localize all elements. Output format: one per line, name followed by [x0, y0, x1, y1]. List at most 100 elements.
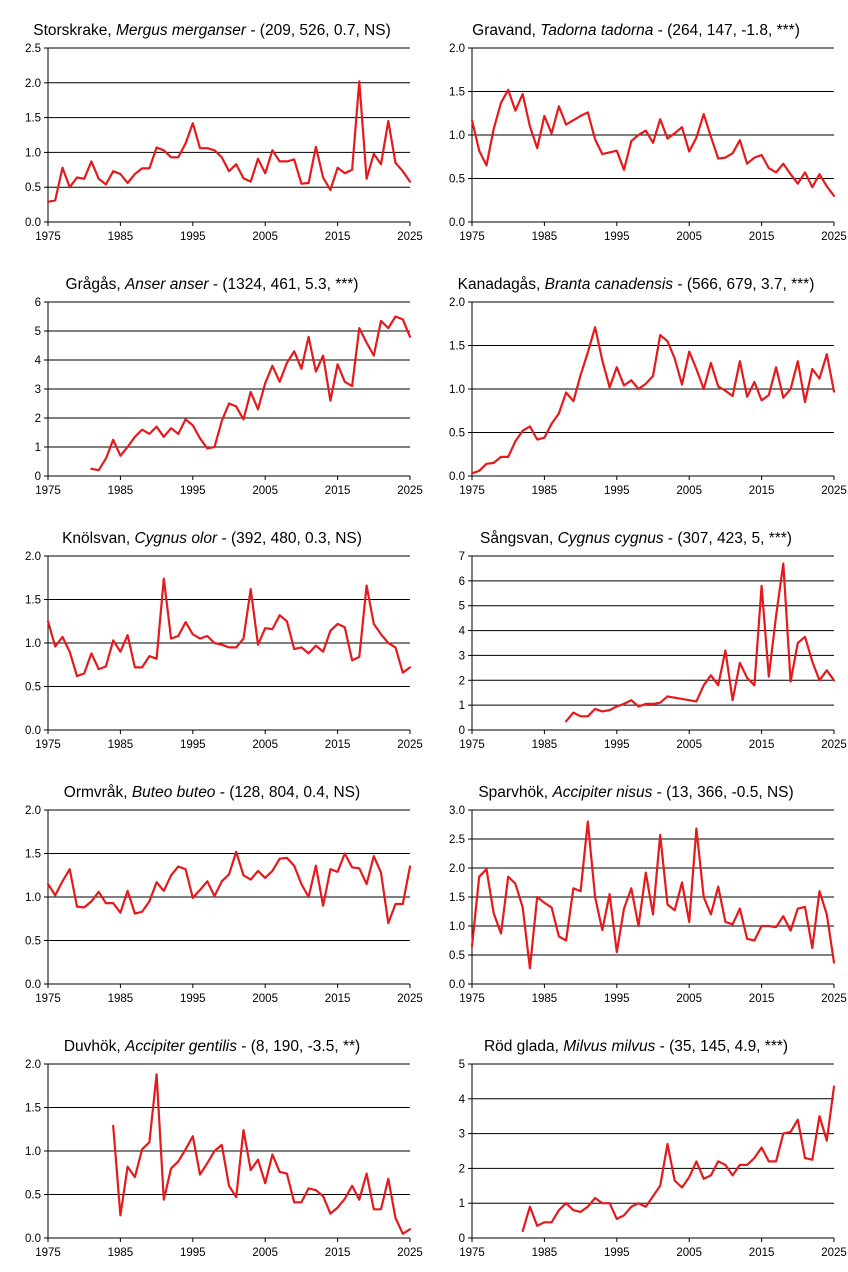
x-tick-label: 2015 — [325, 485, 351, 497]
x-tick-label: 1995 — [180, 231, 206, 243]
chart-panel: Knölsvan, Cygnus olor - (392, 480, 0.3, … — [0, 508, 424, 762]
x-tick-label: 2025 — [397, 1247, 423, 1259]
chart-title-stats: - (209, 526, 0.7, NS) — [246, 22, 391, 39]
x-tick-label: 1995 — [180, 993, 206, 1005]
x-tick-label: 2005 — [252, 739, 278, 751]
chart-title: Knölsvan, Cygnus olor - (392, 480, 0.3, … — [0, 530, 424, 548]
chart-title: Röd glada, Milvus milvus - (35, 145, 4.9… — [424, 1038, 848, 1056]
chart-panel: Sparvhök, Accipiter nisus - (13, 366, -0… — [424, 762, 848, 1016]
chart-title-latin-name: Cygnus olor — [134, 530, 218, 547]
chart-panel: Kanadagås, Branta canadensis - (566, 679… — [424, 254, 848, 508]
x-tick-label: 1995 — [604, 231, 630, 243]
series-line — [470, 88, 836, 197]
x-tick-label: 1995 — [604, 1247, 630, 1259]
x-tick-label: 1985 — [108, 231, 134, 243]
chart-title-common-name: Grågås, — [65, 276, 125, 293]
x-tick-label: 1975 — [35, 1247, 61, 1259]
y-tick-label: 0 — [459, 1233, 465, 1245]
chart-title-common-name: Gravand, — [472, 22, 541, 39]
x-tick-label: 2005 — [676, 739, 702, 751]
x-tick-label: 1985 — [532, 485, 558, 497]
x-tick-label: 2015 — [749, 993, 775, 1005]
x-tick-label: 1985 — [532, 231, 558, 243]
chart-plot: 0.0 0.5 1.0 1.5 2.0 2.5 3.0 1975 1985 1995 2005 201… — [449, 805, 847, 1005]
series-line — [470, 326, 836, 475]
y-tick-label: 3 — [459, 650, 465, 662]
x-tick-label: 1995 — [180, 485, 206, 497]
y-tick-label: 0.0 — [25, 217, 41, 229]
chart-title: Grågås, Anser anser - (1324, 461, 5.3, *… — [0, 276, 424, 294]
y-tick-label: 4 — [35, 355, 42, 367]
x-tick-label: 2015 — [749, 485, 775, 497]
chart-title-stats: - (35, 145, 4.9, ***) — [655, 1038, 789, 1055]
chart-title-stats: - (264, 147, -1.8, ***) — [653, 22, 800, 39]
series-line — [521, 1085, 836, 1233]
chart-title-stats: - (392, 480, 0.3, NS) — [217, 530, 362, 547]
x-tick-label: 1975 — [459, 739, 485, 751]
y-tick-label: 1 — [459, 700, 465, 712]
x-tick-label: 2005 — [676, 231, 702, 243]
y-tick-label: 0.0 — [449, 979, 465, 991]
y-tick-label: 4 — [459, 1094, 466, 1106]
y-tick-label: 1.0 — [25, 1146, 41, 1158]
x-tick-label: 2025 — [397, 993, 423, 1005]
chart-plot: 0 1 2 3 4 5 6 7 1975 1985 1995 2005 2015 2025 — [459, 551, 847, 751]
y-tick-label: 1.5 — [25, 1103, 41, 1115]
x-tick-label: 1985 — [532, 993, 558, 1005]
y-tick-label: 0.0 — [25, 1233, 41, 1245]
chart-title-latin-name: Tadorna tadorna — [540, 22, 654, 39]
chart-title: Duvhök, Accipiter gentilis - (8, 190, -3… — [0, 1038, 424, 1056]
x-tick-label: 2025 — [821, 485, 847, 497]
y-tick-label: 0.5 — [449, 428, 465, 440]
chart-title-common-name: Röd glada, — [483, 1038, 564, 1055]
x-tick-label: 2025 — [397, 739, 423, 751]
chart-panel: Röd glada, Milvus milvus - (35, 145, 4.9… — [424, 1016, 848, 1270]
chart-title-latin-name: Buteo buteo — [131, 784, 216, 801]
chart-title-common-name: Ormvråk, — [63, 784, 132, 801]
chart-title-common-name: Knölsvan, — [62, 530, 135, 547]
x-tick-label: 2025 — [821, 231, 847, 243]
chart-title-common-name: Duvhök, — [63, 1038, 125, 1055]
chart-title: Gravand, Tadorna tadorna - (264, 147, -1… — [424, 22, 848, 40]
chart-panel: Duvhök, Accipiter gentilis - (8, 190, -3… — [0, 1016, 424, 1270]
chart-plot: 0.0 0.5 1.0 1.5 2.0 1975 1985 1995 2005 2015 2025 — [449, 297, 847, 497]
series-line — [565, 562, 836, 723]
chart-title: Sångsvan, Cygnus cygnus - (307, 423, 5, … — [424, 530, 848, 548]
series-line — [46, 850, 412, 925]
series-line — [112, 1073, 412, 1235]
series-line — [46, 577, 412, 678]
x-tick-label: 2005 — [252, 993, 278, 1005]
chart-title-stats: - (1324, 461, 5.3, ***) — [208, 276, 359, 293]
x-tick-label: 1975 — [35, 993, 61, 1005]
chart-plot: 0.0 0.5 1.0 1.5 2.0 2.5 1975 1985 1995 2005 2015 20… — [25, 43, 423, 243]
x-tick-label: 2015 — [749, 739, 775, 751]
chart-panel: Grågås, Anser anser - (1324, 461, 5.3, *… — [0, 254, 424, 508]
y-tick-label: 1.0 — [25, 638, 41, 650]
y-tick-label: 3.0 — [449, 805, 465, 817]
y-tick-label: 1.0 — [449, 384, 465, 396]
x-tick-label: 2015 — [325, 1247, 351, 1259]
y-tick-label: 0.5 — [449, 950, 465, 962]
y-tick-label: 0.5 — [25, 182, 41, 194]
x-tick-label: 1995 — [180, 739, 206, 751]
y-tick-label: 0 — [459, 725, 465, 737]
chart-plot: 0.0 0.5 1.0 1.5 2.0 1975 1985 1995 2005 2015 2025 — [25, 1059, 423, 1259]
x-tick-label: 1975 — [35, 485, 61, 497]
y-tick-label: 6 — [35, 297, 41, 309]
chart-panel: Ormvråk, Buteo buteo - (128, 804, 0.4, N… — [0, 762, 424, 1016]
chart-title: Ormvråk, Buteo buteo - (128, 804, 0.4, N… — [0, 784, 424, 802]
chart-title-stats: - (566, 679, 3.7, ***) — [673, 276, 815, 293]
x-tick-label: 1985 — [108, 993, 134, 1005]
x-tick-label: 1995 — [604, 739, 630, 751]
y-tick-label: 1 — [459, 1198, 465, 1210]
x-tick-label: 2015 — [749, 1247, 775, 1259]
chart-title-latin-name: Anser anser — [124, 276, 209, 293]
series-line — [90, 315, 412, 472]
chart-panel: Gravand, Tadorna tadorna - (264, 147, -1… — [424, 0, 848, 254]
x-tick-label: 1985 — [108, 739, 134, 751]
chart-title-latin-name: Branta canadensis — [544, 276, 674, 293]
y-tick-label: 0.0 — [25, 979, 41, 991]
chart-plot: 0 1 2 3 4 5 1975 1985 1995 2005 2015 2025 — [459, 1059, 847, 1259]
y-tick-label: 1.5 — [25, 849, 41, 861]
y-tick-label: 2 — [459, 1163, 465, 1175]
